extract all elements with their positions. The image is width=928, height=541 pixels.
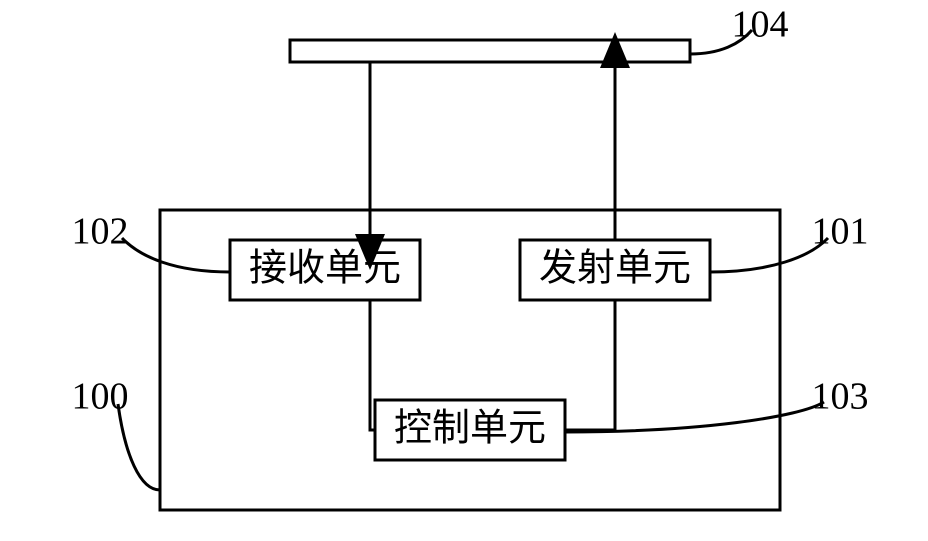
label-ctrl: 控制单元 [394, 408, 546, 450]
callout-ctrl [565, 402, 824, 432]
callout-num-rx: 102 [72, 211, 129, 253]
callout-num-container: 100 [72, 376, 129, 418]
diagram-canvas: 接收单元 发射单元 控制单元 104 101 102 103 100 [0, 0, 928, 541]
conn-ctrl-to-tx [565, 300, 615, 430]
callout-num-antenna: 104 [732, 4, 789, 46]
label-tx: 发射单元 [539, 248, 691, 290]
callout-tx [710, 238, 828, 272]
callout-num-tx: 101 [812, 211, 869, 253]
callout-num-ctrl: 103 [812, 376, 869, 418]
node-antenna [290, 40, 690, 62]
label-rx: 接收单元 [249, 248, 401, 290]
callout-rx [122, 238, 230, 272]
